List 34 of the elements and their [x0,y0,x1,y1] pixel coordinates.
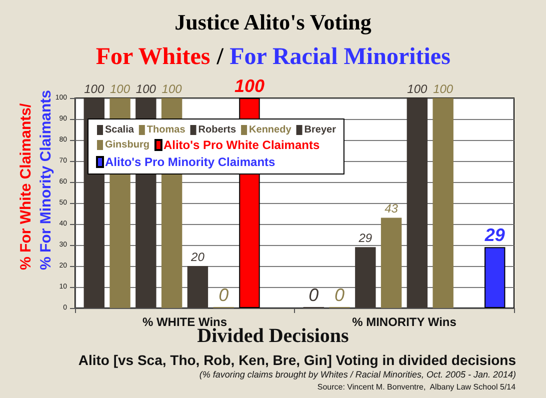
legend-label: Ginsburg [105,140,150,150]
legend-label: Breyer [304,124,336,136]
data-label: 100 [136,82,156,96]
data-label: 100 [84,82,104,96]
chart-title: Justice Alito's Voting [174,10,372,34]
bar [187,266,208,308]
legend-label: Thomas [146,124,186,136]
source-note: Source: Vincent M. Bonventre, Albany Law School 5/14 [317,382,516,392]
data-label: 100 [110,82,130,96]
x-tick-label: % MINORITY Wins [352,315,457,329]
bar [355,247,376,308]
chart-subtitle: For Whites / For Racial Minorities [96,44,450,70]
bar [432,98,454,308]
data-label: 0 [334,285,345,305]
legend-label: Scalia [105,124,134,136]
legend-label: Kennedy [249,124,292,136]
data-label: 0 [308,285,319,305]
data-label: 29 [484,225,505,246]
text: (% favoring claims brought by Whites / Racial Minorities, Oct. 2005 - Jan. 2014) [199,370,516,380]
data-label: 43 [384,202,398,216]
text: Alito [vs Sca, Tho, Rob, Ken, Bre, Gin] Voting in divided decisions [78,352,516,368]
y-axis-title: % For White Claimants/ % For Minority Claimants [18,90,54,270]
bar [380,218,402,308]
data-label: 100 [234,76,264,96]
data-label: 0 [218,285,229,305]
data-label: 100 [407,82,428,96]
legend-label: Alito's Pro White Claimants [163,138,320,152]
data-label: 20 [190,250,205,264]
legend-label: Roberts [198,124,236,136]
data-label: 100 [433,82,454,96]
data-label: 29 [358,231,372,246]
bar [406,98,428,308]
legend-label: Alito's Pro Minority Claimants [105,155,276,169]
data-label: 100 [162,82,182,96]
